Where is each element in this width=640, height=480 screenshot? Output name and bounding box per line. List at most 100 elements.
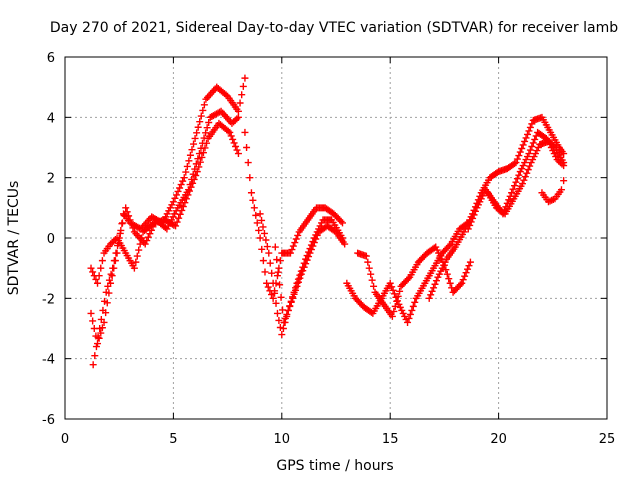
data-point: [405, 314, 413, 322]
data-point: [286, 249, 294, 257]
data-point: [341, 240, 349, 248]
data-point: [513, 155, 521, 163]
data-point: [524, 166, 532, 174]
series-track-6: [271, 222, 349, 326]
data-point: [469, 214, 477, 222]
data-point: [236, 99, 244, 107]
data-point: [292, 235, 300, 243]
data-point: [112, 249, 120, 257]
data-point: [287, 298, 295, 306]
data-point: [255, 226, 263, 234]
data-point: [184, 191, 192, 199]
data-point: [269, 279, 277, 287]
data-point: [97, 329, 105, 337]
data-point: [281, 314, 289, 322]
data-point: [291, 239, 299, 247]
data-point: [508, 189, 516, 197]
data-point: [526, 162, 534, 170]
data-point: [443, 270, 451, 278]
data-point: [203, 139, 211, 147]
data-point: [234, 113, 242, 121]
data-point: [310, 239, 318, 247]
data-point: [263, 243, 271, 251]
data-point: [312, 235, 320, 243]
data-point: [247, 189, 255, 197]
data-point: [466, 258, 474, 266]
data-point: [265, 249, 273, 257]
data-point: [516, 148, 524, 156]
data-point: [193, 168, 201, 176]
data-point: [518, 180, 526, 188]
data-point: [406, 310, 414, 318]
data-point: [261, 268, 269, 276]
data-point: [528, 120, 536, 128]
data-point: [188, 146, 196, 154]
data-point: [303, 256, 311, 264]
y-tick-label: 4: [47, 111, 55, 126]
data-point: [172, 222, 180, 230]
data-point: [205, 119, 213, 127]
data-point: [195, 163, 203, 171]
data-point: [393, 297, 401, 305]
data-point: [518, 145, 526, 153]
x-tick-label: 25: [599, 432, 616, 447]
data-point: [174, 187, 182, 195]
data-point: [171, 194, 179, 202]
series-track-12: [538, 177, 568, 206]
data-point: [425, 294, 433, 302]
data-point: [104, 282, 112, 290]
x-tick-label: 0: [61, 432, 69, 447]
data-point: [256, 210, 264, 218]
data-point: [176, 184, 184, 192]
x-tick-label: 20: [490, 432, 507, 447]
data-point: [269, 294, 277, 302]
data-point: [95, 272, 103, 280]
data-point: [234, 150, 242, 158]
data-point: [510, 182, 518, 190]
data-point: [182, 168, 190, 176]
data-point: [87, 264, 95, 272]
data-point: [132, 258, 140, 266]
data-point: [276, 323, 284, 331]
data-point: [560, 150, 568, 158]
data-point: [467, 218, 475, 226]
data-point: [258, 216, 266, 224]
data-point: [465, 262, 473, 270]
y-axis-label: SDTVAR / TECUs: [6, 181, 22, 296]
data-point: [127, 220, 135, 228]
data-point: [232, 142, 240, 150]
data-point: [548, 196, 556, 204]
y-tick-label: -6: [42, 413, 55, 428]
data-point: [521, 173, 529, 181]
data-point: [129, 224, 137, 232]
data-point: [226, 128, 234, 136]
data-point: [203, 124, 211, 132]
data-point: [466, 221, 474, 229]
data-point: [389, 286, 397, 294]
data-point: [97, 315, 105, 323]
data-point: [252, 211, 260, 219]
data-point: [101, 297, 109, 305]
data-point: [305, 253, 313, 261]
data-point: [274, 268, 282, 276]
data-point: [275, 316, 283, 324]
data-point: [288, 246, 296, 254]
data-point: [445, 275, 453, 283]
data-point: [189, 179, 197, 187]
data-point: [290, 290, 298, 298]
data-point: [268, 269, 276, 277]
data-point: [109, 264, 117, 272]
data-point: [428, 287, 436, 295]
data-point: [122, 204, 130, 212]
data-point: [194, 123, 202, 131]
data-point: [233, 146, 241, 154]
data-point: [525, 150, 533, 158]
data-point: [222, 91, 230, 99]
data-point: [98, 257, 106, 265]
y-tick-label: 6: [47, 51, 55, 66]
data-point: [464, 265, 472, 273]
data-point: [560, 177, 568, 185]
data-point: [364, 258, 372, 266]
data-point: [138, 234, 146, 242]
data-point: [273, 309, 281, 317]
